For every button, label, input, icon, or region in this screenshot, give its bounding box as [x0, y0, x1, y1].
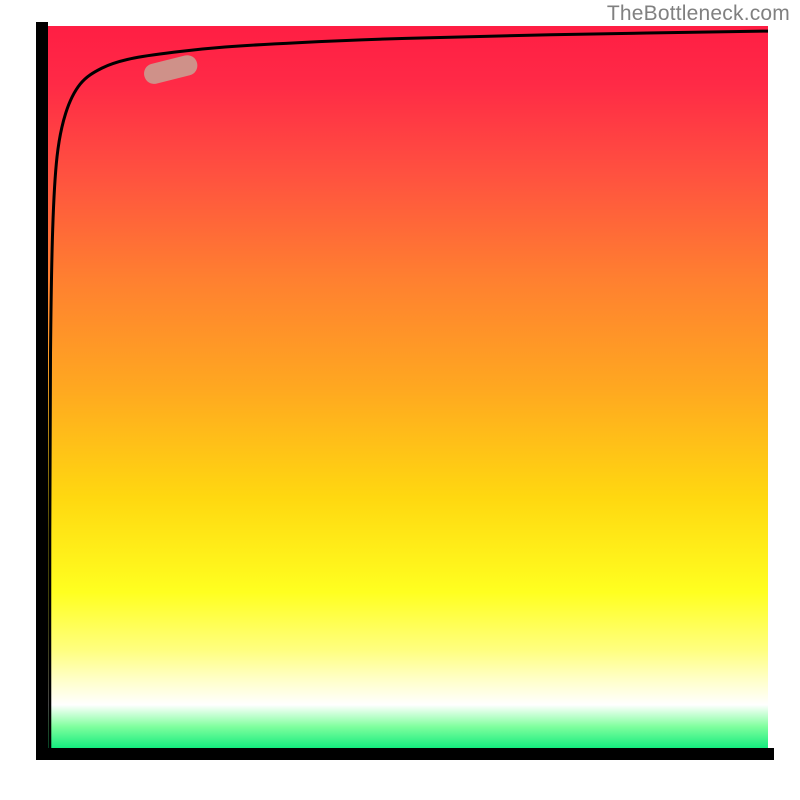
- gradient-background: [44, 26, 768, 752]
- x-axis: [36, 748, 774, 760]
- chart-container: TheBottleneck.com: [0, 0, 800, 800]
- y-axis: [36, 22, 48, 760]
- attribution-watermark: TheBottleneck.com: [607, 2, 790, 26]
- plot-area: [44, 26, 768, 752]
